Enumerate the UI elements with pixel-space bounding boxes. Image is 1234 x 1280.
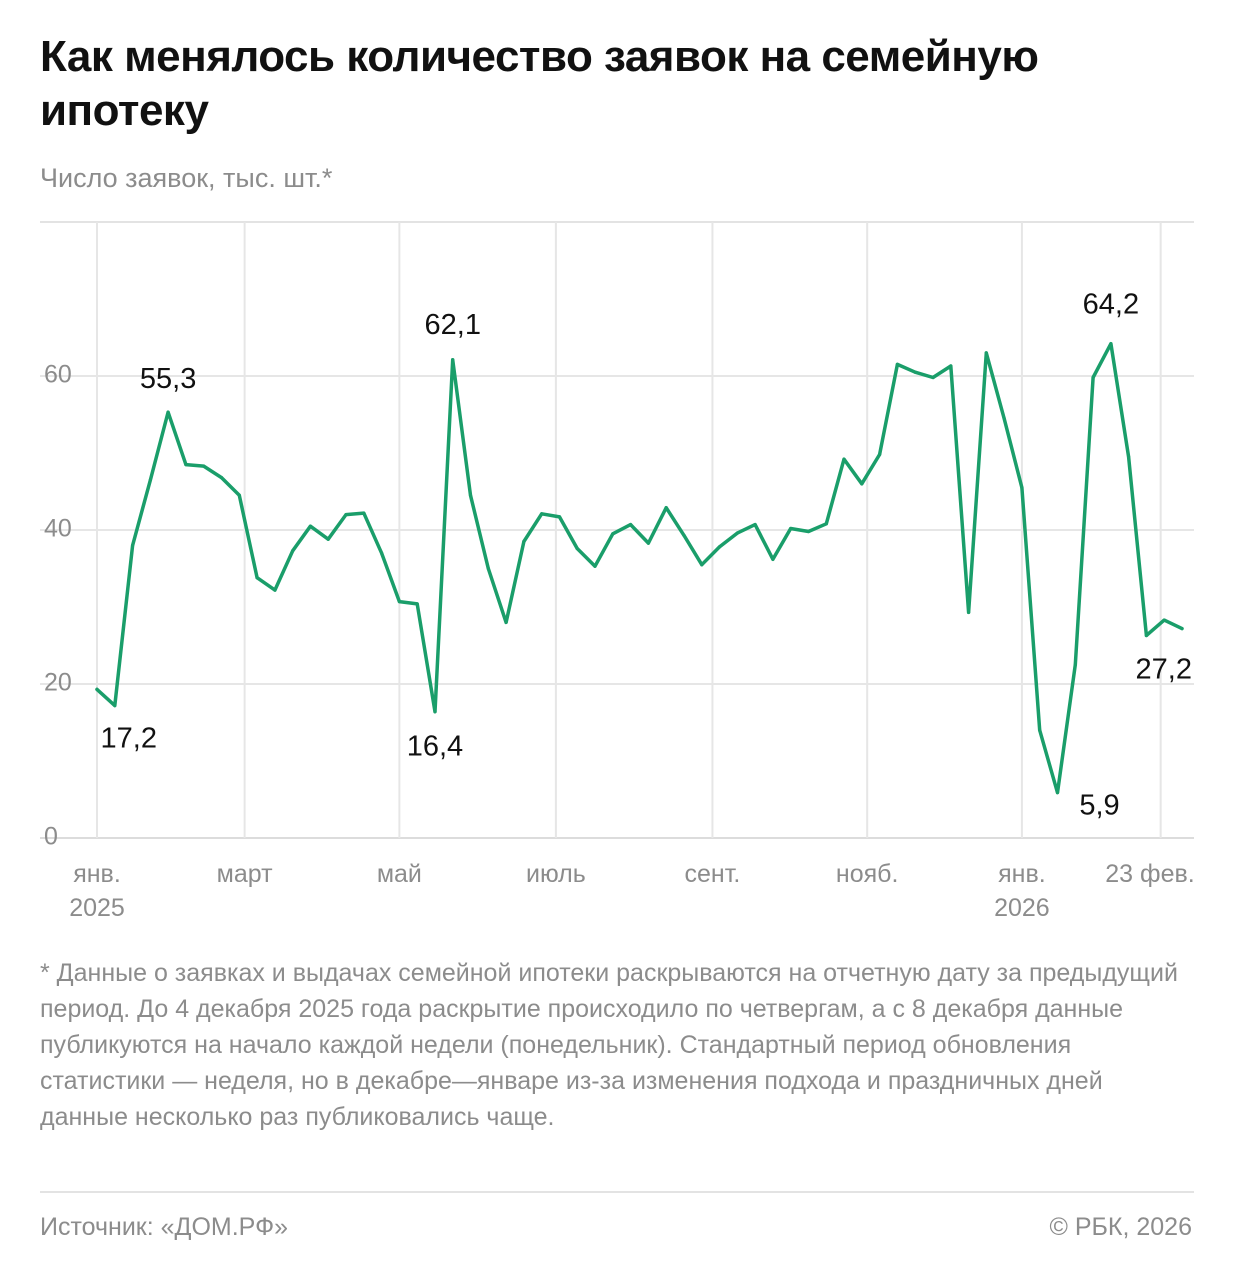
data-point-0 bbox=[95, 687, 99, 692]
data-point-30 bbox=[629, 523, 633, 527]
data-point-21 bbox=[468, 493, 473, 497]
chart-subtitle: Число заявок, тыс. шт.* bbox=[40, 163, 333, 193]
data-point-57 bbox=[1109, 342, 1113, 346]
data-point-51 bbox=[1002, 416, 1006, 420]
data-point-42 bbox=[842, 457, 846, 461]
x-tick-label-7: 23 фев. bbox=[1105, 860, 1194, 888]
x-tick-year-6: 2026 bbox=[994, 894, 1050, 922]
label-layer: 17,2 55,3 16,4 62,1 5,9 64,2 27,2 bbox=[101, 289, 1192, 822]
x-tick-label-4: сент. bbox=[685, 860, 741, 888]
data-point-52 bbox=[1020, 486, 1024, 490]
data-point-26 bbox=[557, 515, 562, 519]
data-point-44 bbox=[878, 452, 882, 457]
data-label-54: 5,9 bbox=[1079, 790, 1119, 822]
data-point-39 bbox=[789, 526, 793, 531]
data-point-41 bbox=[824, 522, 828, 526]
data-point-5 bbox=[184, 463, 188, 467]
copyright-text: © РБК, 2026 bbox=[1049, 1213, 1192, 1241]
data-point-60 bbox=[1162, 618, 1166, 622]
data-point-50 bbox=[984, 351, 988, 355]
data-point-23 bbox=[504, 620, 508, 625]
data-label-20: 62,1 bbox=[425, 309, 481, 341]
data-point-9 bbox=[255, 576, 259, 580]
data-point-36 bbox=[735, 531, 739, 535]
data-point-15 bbox=[362, 511, 366, 515]
x-tick-label-5: нояб. bbox=[836, 860, 899, 888]
data-point-37 bbox=[753, 523, 757, 527]
y-tick-label-40: 40 bbox=[44, 515, 72, 543]
data-point-33 bbox=[682, 533, 686, 538]
data-point-40 bbox=[806, 529, 811, 534]
y-tick-label-0: 0 bbox=[44, 823, 58, 851]
data-point-61 bbox=[1180, 627, 1184, 631]
data-point-53 bbox=[1038, 728, 1042, 732]
series-layer bbox=[95, 341, 1184, 795]
data-label-4: 55,3 bbox=[140, 363, 196, 395]
data-point-48 bbox=[949, 364, 953, 368]
data-point-2 bbox=[131, 543, 135, 548]
data-point-49 bbox=[967, 610, 971, 615]
chart-title: Как менялось количество заявок на семейн… bbox=[40, 32, 1039, 135]
data-point-20 bbox=[451, 358, 455, 362]
data-point-38 bbox=[771, 557, 775, 561]
data-label-61: 27,2 bbox=[1136, 654, 1192, 686]
data-point-31 bbox=[646, 541, 651, 545]
data-point-19 bbox=[433, 710, 437, 714]
data-point-14 bbox=[344, 513, 348, 517]
data-point-45 bbox=[895, 362, 900, 366]
data-point-7 bbox=[219, 476, 224, 480]
data-point-56 bbox=[1091, 375, 1095, 380]
data-point-17 bbox=[397, 600, 401, 604]
data-point-8 bbox=[237, 493, 241, 497]
data-point-27 bbox=[575, 546, 579, 551]
data-point-1 bbox=[113, 704, 117, 708]
series-line bbox=[95, 341, 1184, 795]
line-chart: 0 20 40 60 янв. 2025 март май июль сент. нояб. янв.… bbox=[40, 221, 1195, 922]
data-point-35 bbox=[717, 545, 722, 549]
data-label-19: 16,4 bbox=[407, 731, 463, 763]
axis-layer: 0 20 40 60 янв. 2025 март май июль сент. нояб. янв.… bbox=[44, 361, 1195, 922]
data-point-22 bbox=[486, 566, 490, 571]
data-point-25 bbox=[540, 512, 544, 516]
y-tick-label-20: 20 bbox=[44, 669, 72, 697]
data-point-11 bbox=[291, 549, 295, 553]
data-point-6 bbox=[202, 464, 206, 468]
data-point-4 bbox=[166, 410, 170, 414]
data-point-24 bbox=[522, 539, 526, 544]
data-point-54 bbox=[1055, 791, 1060, 795]
data-point-3 bbox=[148, 478, 152, 482]
data-point-47 bbox=[931, 375, 935, 380]
data-point-46 bbox=[913, 370, 917, 374]
x-tick-year-0: 2025 bbox=[69, 894, 125, 922]
x-tick-label-6: янв. bbox=[998, 860, 1046, 888]
data-point-18 bbox=[415, 602, 419, 606]
footnote: * Данные о заявках и выдачах семейной ип… bbox=[40, 959, 1178, 1131]
data-point-59 bbox=[1144, 633, 1148, 638]
data-point-32 bbox=[664, 506, 668, 510]
data-point-29 bbox=[611, 532, 615, 536]
data-point-43 bbox=[860, 482, 864, 486]
x-tick-label-3: июль bbox=[526, 860, 586, 888]
data-point-16 bbox=[380, 551, 384, 555]
data-point-12 bbox=[308, 524, 312, 528]
y-tick-label-60: 60 bbox=[44, 361, 72, 389]
x-tick-label-0: янв. bbox=[73, 860, 121, 888]
x-tick-label-2: май bbox=[377, 860, 422, 888]
data-point-55 bbox=[1073, 663, 1077, 667]
data-label-1: 17,2 bbox=[101, 723, 157, 755]
source-text: Источник: «ДОМ.РФ» bbox=[40, 1213, 288, 1241]
data-point-58 bbox=[1127, 455, 1131, 459]
data-point-28 bbox=[593, 564, 597, 568]
data-point-13 bbox=[326, 537, 330, 541]
data-point-10 bbox=[273, 588, 277, 592]
footer-divider bbox=[40, 1191, 1194, 1193]
data-label-57: 64,2 bbox=[1083, 289, 1139, 321]
x-tick-label-1: март bbox=[217, 860, 273, 888]
data-point-34 bbox=[700, 563, 704, 567]
